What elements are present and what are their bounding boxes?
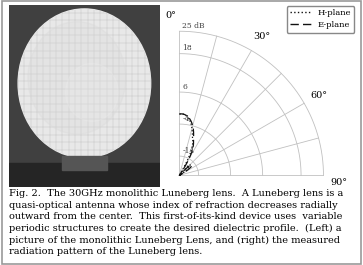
Text: -14: -14: [182, 147, 195, 155]
Ellipse shape: [18, 9, 151, 158]
Text: 60°: 60°: [310, 91, 327, 100]
Legend: H-plane, E-plane: H-plane, E-plane: [287, 6, 354, 33]
Text: 0°: 0°: [165, 11, 176, 20]
Ellipse shape: [28, 22, 126, 134]
Text: 25 dB: 25 dB: [182, 22, 205, 30]
Text: 90°: 90°: [331, 178, 348, 187]
Text: Fig. 2.  The 30GHz monolithic Luneberg lens.  A Luneberg lens is a quasi-optical: Fig. 2. The 30GHz monolithic Luneberg le…: [9, 189, 343, 256]
Bar: [9, 163, 160, 187]
Bar: [62, 156, 107, 170]
Text: 6: 6: [182, 83, 187, 91]
Text: 30°: 30°: [254, 32, 271, 41]
Text: 18: 18: [182, 44, 192, 52]
Ellipse shape: [66, 63, 118, 121]
Text: -4: -4: [182, 115, 190, 123]
